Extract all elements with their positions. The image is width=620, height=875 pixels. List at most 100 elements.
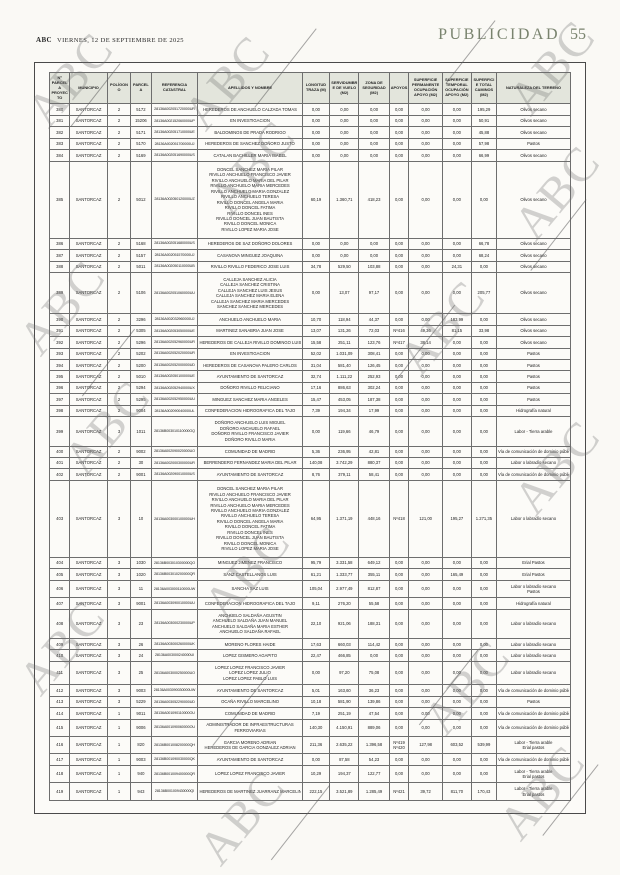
cell-municipio: SANTORCAZ (69, 416, 108, 447)
cell-municipio: SANTORCAZ (69, 660, 108, 686)
table-row: 381 SANTORCAZ 2 15206 28136A002152060000UP EN… (48, 114, 572, 128)
cell-naturaleza: Olivos secano (495, 160, 572, 239)
cell-apoyos: 0,00 (388, 149, 410, 162)
cell-apoyos: 0,00 (388, 556, 410, 570)
cell-sup-temporal: 0,00 (441, 160, 472, 239)
cell-sup-caminos: 0,00 (470, 660, 497, 686)
table-row: 387 SANTORCAZ 2 5157 28136A002051570000UJ CAS… (48, 249, 572, 262)
cell-sup-permanente: 0,00 (408, 114, 443, 128)
cell-poligono: 2 (106, 126, 132, 139)
cell-zona-seguridad: 44,37 (358, 313, 390, 326)
cell-longitud-traza: 10,18 (301, 695, 331, 709)
cell-longitud-traza: 13,07 (301, 324, 331, 338)
cell-servidumbre-vuelo: 921,06 (329, 608, 360, 640)
cell-naturaleza: Olivos secano (495, 336, 572, 349)
cell-sup-temporal: 0,00 (441, 404, 472, 418)
cell-longitud-traza: 0,00 (301, 126, 331, 139)
cell-sup-caminos: 0,00 (470, 393, 497, 406)
cell-apellidos-nombre: HEREDEROS DE MARTINEZ JUARRANZ MARCELINA (197, 782, 303, 801)
cell-num-parcela: 385 (48, 160, 71, 239)
cell-apellidos-nombre: BALDOMINOS DE PRADA RODRIGO (197, 126, 303, 139)
cell-apoyos: 0,00 (388, 568, 410, 581)
section-title: PUBLICIDAD (438, 26, 560, 43)
cell-ref-catastral: 28136A003000250000UO (150, 660, 199, 686)
cell-servidumbre-vuelo: 660,03 (329, 638, 360, 651)
cell-parcela: 5200 (130, 359, 152, 372)
masthead-right: PUBLICIDAD 55 (438, 26, 586, 44)
cell-poligono: 2 (106, 404, 132, 418)
cell-sup-caminos: 66,78 (470, 237, 497, 251)
cell-ref-catastral: 28136A002050110000UB (150, 260, 199, 274)
cell-municipio: SANTORCAZ (69, 336, 108, 349)
cell-apellidos-nombre: MINGUEZ JIMENEZ FRANCISCO (197, 556, 303, 570)
cell-apoyos: 0,00 (388, 456, 410, 470)
cell-apoyos: 0,00 (388, 579, 410, 599)
cell-municipio: SANTORCAZ (69, 608, 108, 640)
cell-naturaleza: Olivos secano (495, 313, 572, 326)
cell-num-parcela: 408 (48, 608, 71, 640)
cell-sup-temporal: 0,00 (441, 753, 472, 766)
cell-sup-caminos: 0,00 (470, 695, 497, 709)
cell-parcela: 5011 (130, 260, 152, 274)
cell-municipio: SANTORCAZ (69, 638, 108, 651)
cell-sup-permanente: 38,14 (408, 336, 443, 349)
cell-apoyos: 0,00 (388, 271, 410, 315)
cell-apoyos: Nº419 Nº420 (388, 736, 410, 755)
cell-poligono: 2 (106, 445, 132, 459)
column-header-11: SUPERFICIE TEMPORAL OCUPACIÓN APOYO (m2) (441, 71, 472, 105)
table-header-row: Nº PARCELA PROYECTO MUNICIPIO POLÍGONO PARC… (48, 71, 572, 105)
cell-servidumbre-vuelo: 2.635,22 (329, 736, 360, 755)
cell-poligono: 2 (106, 336, 132, 349)
cell-apoyos: 0,00 (388, 597, 410, 610)
cell-servidumbre-vuelo: 97,20 (329, 660, 360, 686)
cell-num-parcela: 386 (48, 237, 71, 251)
cell-zona-seguridad: 123,76 (358, 336, 390, 349)
cell-num-parcela: 384 (48, 149, 71, 162)
cell-ref-catastral: 28136A002052950000UU (150, 393, 199, 406)
cell-ref-catastral: 28136A002000300000UR (150, 456, 199, 470)
cell-apoyos: 0,00 (388, 114, 410, 128)
cell-longitud-traza: 0,00 (301, 149, 331, 162)
table-row: 391 SANTORCAZ 2 5305 28136A002053050000UE MAR… (48, 324, 572, 338)
cell-parcela: 24 (130, 649, 152, 662)
cell-apellidos-nombre: ANCHUELO SALDAÑA AGUSTIN ANCHUELO SALDAÑA… (197, 608, 303, 640)
cell-municipio: SANTORCAZ (69, 149, 108, 162)
table-row: 386 SANTORCAZ 2 5168 28136A002051680000US HER… (48, 237, 572, 251)
cell-num-parcela: 382 (48, 126, 71, 139)
cell-num-parcela: 383 (48, 137, 71, 151)
cell-sup-caminos: 50,91 (470, 114, 497, 128)
cell-longitud-traza: 61,21 (301, 568, 331, 581)
cell-parcela: 5229 (130, 695, 152, 709)
cell-servidumbre-vuelo: 163,60 (329, 684, 360, 697)
cell-poligono: 2 (106, 249, 132, 262)
cell-longitud-traza: 10,29 (301, 764, 331, 784)
cell-longitud-traza: 0,00 (301, 137, 331, 151)
cell-sup-permanente: 0,00 (408, 695, 443, 709)
cell-municipio: SANTORCAZ (69, 370, 108, 383)
parcel-table: Nº PARCELA PROYECTO MUNICIPIO POLÍGONO PARC… (48, 71, 572, 801)
cell-ref-catastral: 28136A003000230000UP (150, 608, 199, 640)
cell-sup-temporal: 0,00 (441, 271, 472, 315)
cell-apoyos: 0,00 (388, 638, 410, 651)
cell-apoyos: 0,00 (388, 359, 410, 372)
cell-sup-temporal: 0,00 (441, 649, 472, 662)
cell-naturaleza: Labor o labradío secano (495, 479, 572, 558)
cell-ref-catastral: 28136A003090030000UW (150, 684, 199, 697)
cell-zona-seguridad: 0,00 (358, 649, 390, 662)
cell-poligono: 1 (106, 753, 132, 766)
cell-apellidos-nombre: HEREDEROS DE CASANOVA PALERO CARLOS (197, 359, 303, 372)
cell-naturaleza: Vía de comunicación de dominio público (495, 718, 572, 738)
cell-municipio: SANTORCAZ (69, 114, 108, 128)
cell-poligono: 1 (106, 718, 132, 738)
cell-servidumbre-vuelo: 3.521,89 (329, 782, 360, 801)
cell-ref-catastral: 28136A003000260000UK (150, 638, 199, 651)
cell-poligono: 2 (106, 260, 132, 274)
cell-apellidos-nombre: EN INVESTIGACION (197, 347, 303, 361)
cell-naturaleza: Olivos secano (495, 114, 572, 128)
cell-naturaleza: Olivos secano (495, 103, 572, 116)
cell-longitud-traza: 7,39 (301, 404, 331, 418)
cell-ref-catastral: 28136B001009400000QR (150, 764, 199, 784)
cell-poligono: 2 (106, 114, 132, 128)
table-row: 409 SANTORCAZ 3 26 28136A003000260000UK MOREN… (48, 638, 572, 651)
table-row: 412 SANTORCAZ 3 9003 28136A003090030000UW AYU… (48, 684, 572, 697)
